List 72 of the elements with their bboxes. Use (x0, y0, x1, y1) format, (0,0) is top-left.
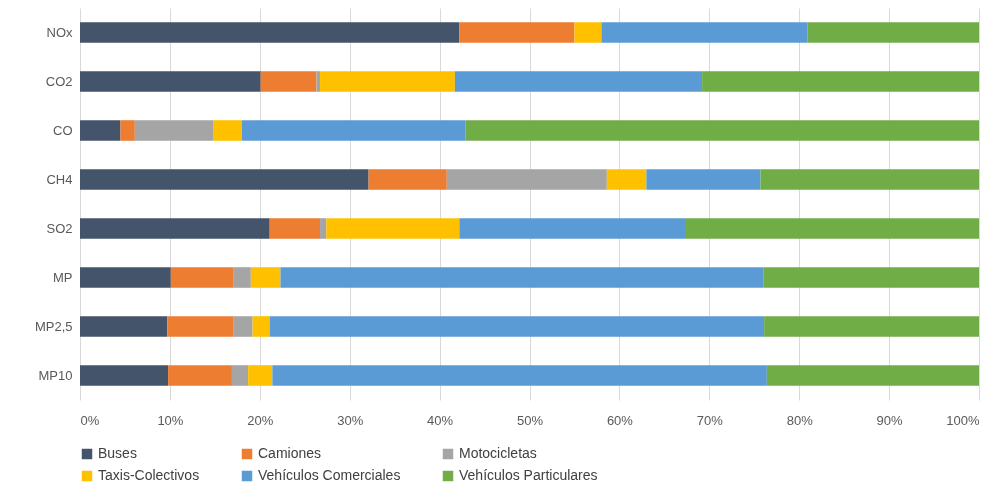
bar (167, 316, 234, 337)
bar (269, 316, 765, 337)
bar (233, 267, 251, 288)
y-tick-label: CO2 (45, 73, 73, 89)
x-tick-label: 30% (337, 412, 364, 428)
bar (250, 267, 281, 288)
bar (320, 71, 455, 92)
bar (454, 71, 703, 92)
bar (320, 218, 327, 239)
bar (80, 316, 168, 337)
y-tick-label: MP (53, 269, 73, 285)
bar (326, 218, 460, 239)
bar (646, 169, 761, 190)
x-tick-label: 10% (157, 412, 184, 428)
bar (248, 365, 273, 386)
x-tick-label: 60% (606, 412, 634, 428)
y-tick-label: MP2,5 (34, 318, 73, 334)
bar (231, 365, 249, 386)
y-tick-label: NOx (46, 24, 73, 40)
bar (80, 22, 460, 43)
bar (446, 169, 607, 190)
legend-label: Taxis-Colectivos (98, 467, 200, 483)
x-tick-label: 0% (80, 412, 100, 428)
bar (170, 267, 234, 288)
bar (280, 267, 764, 288)
bar (807, 22, 979, 43)
bar (241, 120, 466, 141)
bar (316, 71, 321, 92)
bar (80, 71, 261, 92)
y-tick-label: CO (53, 122, 73, 138)
bar (233, 316, 253, 337)
bar (134, 120, 214, 141)
bar (252, 316, 270, 337)
bar (685, 218, 979, 239)
y-tick-label: CH4 (46, 171, 73, 187)
bar (574, 22, 602, 43)
bar (80, 218, 270, 239)
x-tick-label: 90% (876, 412, 904, 428)
bar (764, 316, 979, 337)
bar (606, 169, 647, 190)
legend-label: Camiones (258, 445, 322, 461)
x-tick-label: 40% (427, 412, 454, 428)
bar (766, 365, 979, 386)
bar (260, 71, 317, 92)
bar (80, 267, 171, 288)
legend-label: Buses (98, 445, 137, 461)
bar (80, 169, 369, 190)
x-tick-label: 20% (247, 412, 274, 428)
y-tick-label: SO2 (46, 220, 73, 236)
bar (459, 218, 686, 239)
bar (368, 169, 447, 190)
x-tick-label: 80% (786, 412, 814, 428)
bar (459, 22, 575, 43)
legend-label: Motocicletas (459, 445, 537, 461)
bar (601, 22, 808, 43)
bar (272, 365, 767, 386)
bar (168, 365, 232, 386)
y-tick-label: MP10 (38, 367, 73, 383)
bar (120, 120, 135, 141)
bar (80, 365, 169, 386)
bar (702, 71, 979, 92)
bar (760, 169, 979, 190)
bar (80, 120, 121, 141)
x-tick-label: 100% (946, 412, 980, 428)
legend-label: Vehículos Particulares (459, 467, 598, 483)
x-tick-label: 70% (696, 412, 724, 428)
x-tick-label: 50% (516, 412, 544, 428)
bar (465, 120, 979, 141)
bar (763, 267, 979, 288)
legend-label: Vehículos Comerciales (258, 467, 401, 483)
bar (269, 218, 321, 239)
bar (213, 120, 242, 141)
